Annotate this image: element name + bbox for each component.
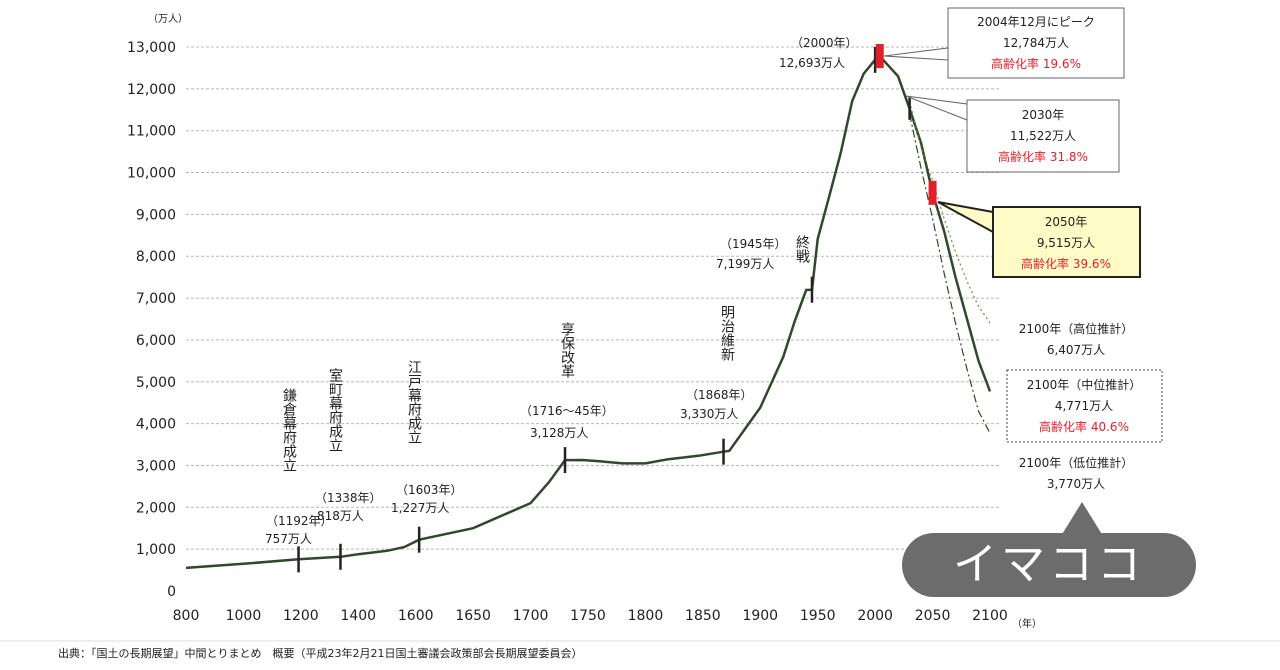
callout-peak-line3: 高齢化率 19.6% bbox=[991, 56, 1081, 71]
y-tick-label: 1,000 bbox=[136, 542, 176, 558]
highlight-marker bbox=[928, 180, 937, 205]
event-value-kyoho: 3,128万人 bbox=[530, 426, 588, 440]
projection-mid-line2: 4,771万人 bbox=[1055, 399, 1113, 413]
callout-2050-line2: 9,515万人 bbox=[1037, 236, 1095, 250]
y-tick-label: 10,000 bbox=[127, 166, 176, 182]
event-label-shusen: 終戦 bbox=[794, 235, 810, 264]
event-year-muromachi: （1338年） bbox=[315, 491, 382, 505]
event-markers bbox=[297, 44, 937, 573]
event-value-meiji: 3,330万人 bbox=[680, 407, 738, 421]
x-tick-label: 2100 bbox=[972, 608, 1008, 624]
event-year-edo: （1603年） bbox=[396, 483, 463, 497]
series-line-mid bbox=[185, 54, 992, 570]
callout-2030-line3: 高齢化率 31.8% bbox=[998, 149, 1088, 164]
projection-low-line1: 2100年（低位推計） bbox=[1019, 455, 1134, 470]
callout-2050: 2050年 9,515万人 高齢化率 39.6% bbox=[937, 201, 1141, 278]
y-tick-label: 5,000 bbox=[136, 375, 176, 391]
event-label-muromachi: 室町幕府成立 bbox=[327, 367, 343, 452]
y-tick-label: 2,000 bbox=[136, 500, 176, 516]
x-tick-label: 1000 bbox=[226, 608, 262, 624]
event-label-kamakura: 鎌倉幕府成立 bbox=[281, 388, 297, 472]
event-value-edo: 1,227万人 bbox=[391, 501, 449, 515]
callout-mid-2100: 2100年（中位推計） 4,771万人 高齢化率 40.6% bbox=[1006, 369, 1163, 443]
y-tick-label: 6,000 bbox=[136, 333, 176, 349]
x-tick-label: 2000 bbox=[857, 608, 893, 624]
y-tick-label: 9,000 bbox=[136, 207, 176, 223]
y-tick-label: 7,000 bbox=[136, 291, 176, 307]
event-label-edo: 江戸幕府成立 bbox=[406, 360, 422, 444]
event-label-kyoho: 享保改革 bbox=[559, 321, 575, 378]
y-tick-label: 0 bbox=[167, 584, 176, 600]
x-tick-label: 2050 bbox=[915, 608, 951, 624]
y-tick-label: 4,000 bbox=[136, 417, 176, 433]
y-tick-label: 3,000 bbox=[136, 458, 176, 474]
now-here-badge: イマココ bbox=[902, 533, 1196, 597]
x-tick-label: 1200 bbox=[283, 608, 319, 624]
event-value-shusen: 7,199万人 bbox=[716, 257, 774, 271]
y-axis-ticks: 0 1,000 2,000 3,000 4,000 5,000 6,000 7,000 8,00… bbox=[127, 40, 176, 600]
badge-tail bbox=[1061, 502, 1103, 536]
x-tick-label: 1400 bbox=[340, 608, 376, 624]
event-year-2000: （2000年） bbox=[791, 36, 858, 50]
event-year-shusen: （1945年） bbox=[720, 237, 787, 251]
x-tick-label: 1600 bbox=[398, 608, 434, 624]
x-tick-label: 1700 bbox=[513, 608, 549, 624]
x-tick-label: 1850 bbox=[685, 608, 721, 624]
event-year-meiji: （1868年） bbox=[686, 388, 753, 402]
projection-high-line2: 6,407万人 bbox=[1047, 343, 1105, 357]
event-year-kamakura: （1192年） bbox=[266, 514, 333, 528]
event-label-meiji: 明治維新 bbox=[719, 305, 735, 362]
event-value-2000: 12,693万人 bbox=[779, 56, 845, 70]
x-tick-label: 1950 bbox=[800, 608, 836, 624]
event-year-kyoho: （1716〜45年） bbox=[520, 404, 614, 418]
projection-mid-line1: 2100年（中位推計） bbox=[1027, 377, 1142, 392]
source-note: 出典：「国土の長期展望」中間とりまとめ 概要（平成23年2月21日国土審議会政策… bbox=[58, 646, 583, 660]
highlight-marker bbox=[875, 44, 884, 69]
callout-2030: 2030年 11,522万人 高齢化率 31.8% bbox=[905, 95, 1120, 173]
callout-2030-line1: 2030年 bbox=[1022, 108, 1065, 122]
y-axis-unit: （万人） bbox=[148, 13, 188, 25]
x-tick-label: 1750 bbox=[570, 608, 606, 624]
series-group bbox=[185, 54, 992, 570]
callout-2050-line1: 2050年 bbox=[1045, 215, 1088, 229]
callout-peak-line2: 12,784万人 bbox=[1003, 36, 1069, 50]
callout-peak-line1: 2004年12月にピーク bbox=[977, 15, 1095, 29]
y-tick-label: 13,000 bbox=[127, 40, 176, 56]
callout-2050-line3: 高齢化率 39.6% bbox=[1021, 256, 1111, 271]
y-tick-label: 8,000 bbox=[136, 249, 176, 265]
x-tick-label: 1800 bbox=[628, 608, 664, 624]
projection-mid-line3: 高齢化率 40.6% bbox=[1039, 419, 1129, 434]
x-tick-label: 1900 bbox=[742, 608, 778, 624]
event-value-muromachi: 818万人 bbox=[317, 509, 364, 523]
callout-peak: 2004年12月にピーク 12,784万人 高齢化率 19.6% bbox=[883, 7, 1125, 79]
x-tick-label: 1650 bbox=[455, 608, 491, 624]
y-tick-label: 11,000 bbox=[127, 124, 176, 140]
x-tick-label: 800 bbox=[173, 608, 200, 624]
event-value-kamakura: 757万人 bbox=[265, 532, 312, 546]
grid-lines bbox=[186, 46, 1000, 550]
x-axis-unit: （年） bbox=[1012, 617, 1042, 630]
projection-low-line2: 3,770万人 bbox=[1047, 477, 1105, 491]
callout-2030-line2: 11,522万人 bbox=[1010, 129, 1076, 143]
x-axis-ticks: 800 1000 1200 1400 1600 1650 1700 1750 1800 1850 1… bbox=[173, 608, 1008, 624]
y-tick-label: 12,000 bbox=[127, 82, 176, 98]
series-line-low bbox=[909, 113, 991, 434]
projection-high-line1: 2100年（高位推計） bbox=[1019, 321, 1134, 336]
